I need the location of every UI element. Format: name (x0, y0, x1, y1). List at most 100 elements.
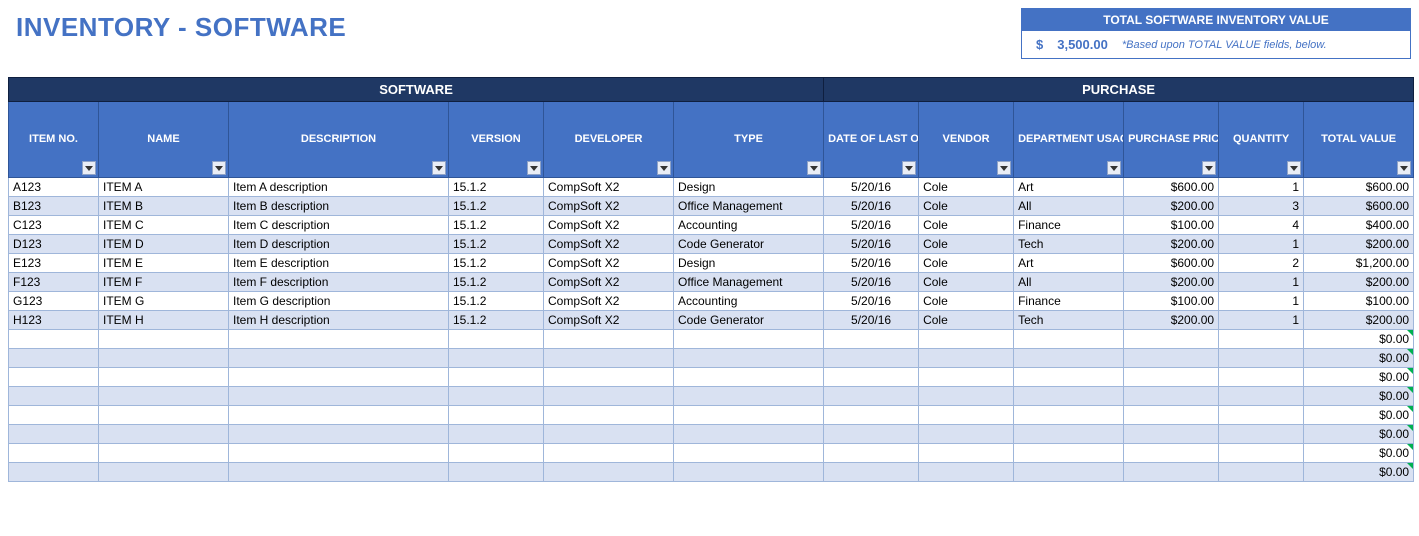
cell-date[interactable] (824, 425, 919, 444)
cell-vendor[interactable] (919, 406, 1014, 425)
cell-price[interactable] (1124, 406, 1219, 425)
filter-dropdown-icon[interactable] (1397, 161, 1411, 175)
cell-qty[interactable] (1219, 387, 1304, 406)
cell-version[interactable]: 15.1.2 (449, 311, 544, 330)
table-row[interactable]: $0.00 (9, 387, 1414, 406)
cell-version[interactable] (449, 444, 544, 463)
cell-desc[interactable] (229, 444, 449, 463)
col-header-dept[interactable]: DEPARTMENT USAGE (1014, 102, 1124, 178)
cell-qty[interactable] (1219, 349, 1304, 368)
cell-date[interactable]: 5/20/16 (824, 216, 919, 235)
col-header-date[interactable]: DATE OF LAST ORDER (824, 102, 919, 178)
cell-desc[interactable]: Item F description (229, 273, 449, 292)
cell-version[interactable] (449, 368, 544, 387)
cell-desc[interactable] (229, 463, 449, 482)
cell-desc[interactable] (229, 425, 449, 444)
cell-total[interactable]: $200.00 (1304, 235, 1414, 254)
cell-price[interactable]: $200.00 (1124, 235, 1219, 254)
cell-qty[interactable] (1219, 330, 1304, 349)
col-header-name[interactable]: NAME (99, 102, 229, 178)
cell-version[interactable]: 15.1.2 (449, 254, 544, 273)
cell-version[interactable] (449, 330, 544, 349)
cell-price[interactable] (1124, 330, 1219, 349)
cell-desc[interactable]: Item D description (229, 235, 449, 254)
cell-total[interactable]: $600.00 (1304, 197, 1414, 216)
cell-dept[interactable] (1014, 463, 1124, 482)
filter-dropdown-icon[interactable] (902, 161, 916, 175)
cell-type[interactable] (674, 349, 824, 368)
col-header-type[interactable]: TYPE (674, 102, 824, 178)
cell-desc[interactable]: Item H description (229, 311, 449, 330)
cell-item-no[interactable]: B123 (9, 197, 99, 216)
cell-date[interactable]: 5/20/16 (824, 254, 919, 273)
cell-price[interactable] (1124, 387, 1219, 406)
cell-date[interactable]: 5/20/16 (824, 178, 919, 197)
filter-dropdown-icon[interactable] (527, 161, 541, 175)
table-row[interactable]: $0.00 (9, 349, 1414, 368)
table-row[interactable]: $0.00 (9, 444, 1414, 463)
cell-qty[interactable]: 2 (1219, 254, 1304, 273)
filter-dropdown-icon[interactable] (807, 161, 821, 175)
cell-version[interactable] (449, 463, 544, 482)
cell-type[interactable] (674, 425, 824, 444)
cell-version[interactable] (449, 425, 544, 444)
cell-item-no[interactable] (9, 425, 99, 444)
cell-name[interactable]: ITEM C (99, 216, 229, 235)
cell-vendor[interactable] (919, 387, 1014, 406)
cell-name[interactable] (99, 330, 229, 349)
cell-price[interactable]: $100.00 (1124, 216, 1219, 235)
filter-dropdown-icon[interactable] (1287, 161, 1301, 175)
cell-desc[interactable]: Item C description (229, 216, 449, 235)
cell-version[interactable] (449, 387, 544, 406)
cell-version[interactable] (449, 406, 544, 425)
cell-developer[interactable] (544, 349, 674, 368)
cell-price[interactable] (1124, 349, 1219, 368)
cell-date[interactable] (824, 387, 919, 406)
cell-vendor[interactable] (919, 463, 1014, 482)
cell-dept[interactable]: Finance (1014, 216, 1124, 235)
cell-qty[interactable]: 3 (1219, 197, 1304, 216)
cell-price[interactable]: $600.00 (1124, 254, 1219, 273)
cell-dept[interactable] (1014, 330, 1124, 349)
col-header-desc[interactable]: DESCRIPTION (229, 102, 449, 178)
cell-type[interactable]: Design (674, 178, 824, 197)
cell-name[interactable] (99, 387, 229, 406)
cell-name[interactable]: ITEM D (99, 235, 229, 254)
table-row[interactable]: $0.00 (9, 463, 1414, 482)
cell-developer[interactable]: CompSoft X2 (544, 254, 674, 273)
cell-total[interactable]: $100.00 (1304, 292, 1414, 311)
cell-name[interactable] (99, 463, 229, 482)
cell-developer[interactable]: CompSoft X2 (544, 178, 674, 197)
cell-vendor[interactable] (919, 368, 1014, 387)
col-header-total[interactable]: TOTAL VALUE (1304, 102, 1414, 178)
cell-total[interactable]: $0.00 (1304, 349, 1414, 368)
table-row[interactable]: $0.00 (9, 425, 1414, 444)
col-header-developer[interactable]: DEVELOPER (544, 102, 674, 178)
cell-dept[interactable] (1014, 444, 1124, 463)
cell-item-no[interactable]: C123 (9, 216, 99, 235)
cell-name[interactable] (99, 349, 229, 368)
cell-qty[interactable] (1219, 463, 1304, 482)
cell-vendor[interactable] (919, 425, 1014, 444)
cell-developer[interactable] (544, 425, 674, 444)
filter-dropdown-icon[interactable] (432, 161, 446, 175)
cell-dept[interactable] (1014, 368, 1124, 387)
table-row[interactable]: G123ITEM GItem G description15.1.2CompSo… (9, 292, 1414, 311)
cell-dept[interactable]: Finance (1014, 292, 1124, 311)
cell-qty[interactable]: 1 (1219, 235, 1304, 254)
table-row[interactable]: $0.00 (9, 330, 1414, 349)
cell-total[interactable]: $0.00 (1304, 368, 1414, 387)
cell-desc[interactable] (229, 387, 449, 406)
cell-version[interactable] (449, 349, 544, 368)
cell-vendor[interactable]: Cole (919, 197, 1014, 216)
cell-dept[interactable]: Art (1014, 178, 1124, 197)
cell-item-no[interactable]: E123 (9, 254, 99, 273)
col-header-price[interactable]: PURCHASE PRICE PER ITEM (1124, 102, 1219, 178)
cell-version[interactable]: 15.1.2 (449, 197, 544, 216)
cell-qty[interactable] (1219, 368, 1304, 387)
cell-vendor[interactable] (919, 330, 1014, 349)
cell-name[interactable]: ITEM H (99, 311, 229, 330)
cell-desc[interactable]: Item B description (229, 197, 449, 216)
cell-vendor[interactable]: Cole (919, 178, 1014, 197)
cell-name[interactable] (99, 368, 229, 387)
